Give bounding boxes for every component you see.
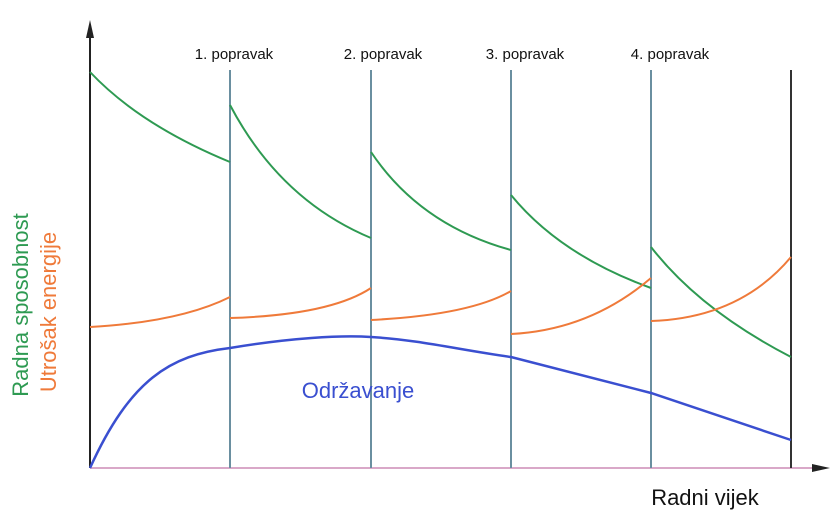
x-axis-label: Radni vijek (651, 485, 760, 510)
capacity-curve (650, 246, 792, 358)
energy-curves (89, 256, 792, 335)
energy-label: Utrošak energije (36, 232, 61, 392)
maintenance-label: Održavanje (302, 378, 415, 403)
maintenance-curve (88, 335, 792, 469)
capacity-curve (229, 104, 372, 239)
repair-label: 1. popravak (195, 46, 274, 63)
y-axis-arrow (86, 20, 94, 38)
energy-curve (650, 256, 792, 322)
capacity-curves (89, 71, 792, 358)
repair-label: 4. popravak (631, 46, 710, 63)
repair-label: 3. popravak (486, 46, 565, 63)
energy-curve (229, 287, 372, 319)
repair-label: 2. popravak (344, 46, 423, 63)
capacity-curve (370, 151, 512, 251)
capacity-label: Radna sposobnost (8, 213, 33, 396)
repair-lines (229, 70, 792, 468)
energy-curve (510, 277, 652, 335)
energy-curve (89, 296, 231, 328)
capacity-curve (510, 194, 652, 289)
capacity-curve (89, 71, 231, 163)
x-axis-arrow (812, 464, 830, 472)
energy-curve (370, 290, 512, 321)
